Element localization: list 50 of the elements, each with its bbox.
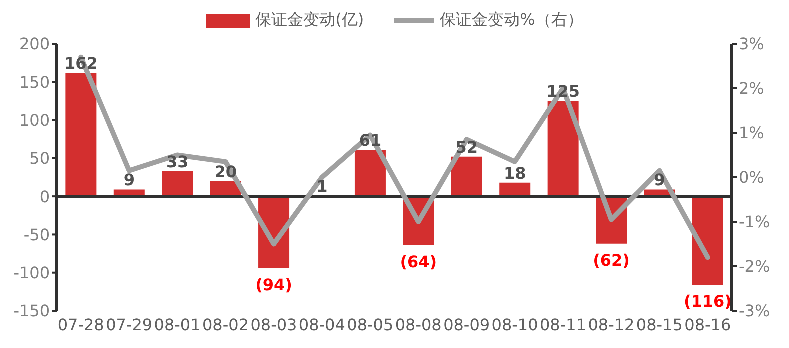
- data-label: 20: [214, 162, 237, 182]
- y2-tick-label: -1%: [739, 212, 770, 232]
- x-tick-label: 08-03: [250, 315, 298, 334]
- x-tick-label: 08-15: [636, 315, 683, 334]
- data-label: 18: [504, 164, 526, 183]
- y-tick-label: -50: [24, 225, 50, 244]
- data-label: 9: [124, 170, 135, 190]
- y-tick-label: 0: [40, 187, 50, 206]
- data-label: (64): [400, 252, 438, 272]
- bar: [692, 196, 724, 286]
- bar: [354, 150, 386, 197]
- data-label: (94): [256, 275, 292, 294]
- bar: [66, 72, 97, 197]
- y-tick-label: -150: [14, 302, 50, 321]
- data-label: 52: [456, 138, 478, 157]
- y-tick-label: 200: [19, 34, 50, 54]
- x-tick-label: 08-05: [347, 315, 394, 334]
- y-tick-label: -100: [14, 264, 50, 283]
- y2-tick-label: 3%: [739, 34, 764, 54]
- y2-tick-label: 1%: [739, 124, 764, 143]
- x-tick-label: 08-09: [444, 315, 490, 334]
- y2-tick-label: 0%: [739, 168, 764, 188]
- bar: [451, 156, 482, 197]
- bar: [548, 101, 579, 197]
- y2-tick-label: 2%: [739, 79, 764, 98]
- data-label: 125: [546, 82, 580, 102]
- legend-label: 保证金变动(亿): [256, 10, 364, 31]
- x-tick-label: 08-08: [395, 315, 442, 334]
- y2-tick-label: -3%: [739, 302, 770, 321]
- data-label: (62): [593, 250, 630, 270]
- x-tick-label: 08-11: [540, 315, 586, 334]
- x-tick-label: 08-02: [202, 315, 249, 334]
- y-tick-label: 50: [30, 149, 50, 168]
- x-tick-label: 07-29: [106, 315, 153, 334]
- x-tick-label: 08-12: [588, 315, 635, 334]
- data-label: (116): [684, 292, 732, 312]
- y-tick-label: 100: [19, 110, 50, 130]
- y2-tick-label: -2%: [739, 257, 770, 276]
- x-tick-label: 07-28: [58, 315, 104, 334]
- data-label: 33: [166, 152, 189, 172]
- x-tick-label: 08-04: [298, 315, 346, 334]
- x-tick-label: 08-01: [154, 315, 201, 334]
- data-label: 162: [64, 54, 98, 73]
- data-label: 9: [654, 170, 666, 190]
- x-tick-label: 08-10: [492, 315, 538, 334]
- x-tick-label: 08-16: [684, 315, 732, 334]
- legend-label: 保证金变动%（右）: [440, 10, 584, 31]
- bar: [162, 171, 194, 197]
- data-label: 1: [316, 176, 328, 196]
- y-tick-label: 150: [19, 72, 50, 92]
